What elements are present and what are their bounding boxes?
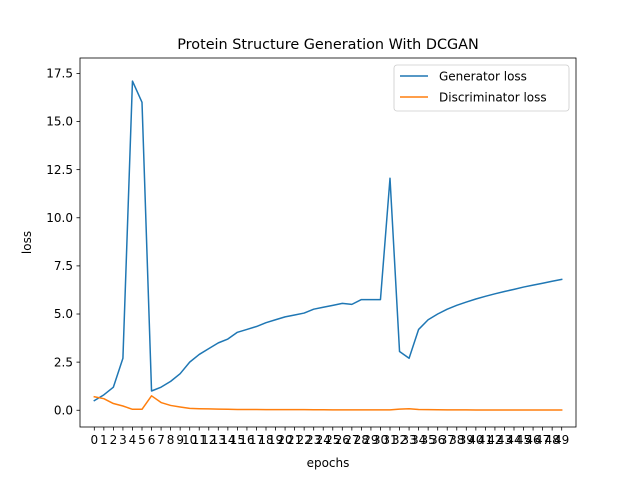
- x-axis-label: epochs: [307, 456, 350, 470]
- series-line-generator-loss: [93, 80, 563, 402]
- x-tick-label: 36: [430, 433, 445, 447]
- chart-title: Protein Structure Generation With DCGAN: [177, 37, 479, 53]
- x-tick-label: 18: [258, 433, 273, 447]
- x-tick-label: 2: [110, 433, 118, 447]
- x-tick-label: 47: [535, 433, 550, 447]
- x-tick-label: 5: [138, 433, 146, 447]
- y-tick-label: 5.0: [54, 307, 73, 321]
- x-tick-label: 35: [421, 433, 436, 447]
- x-axis: 0 1 2 3 4 5 6 7 8 9101112131415161718192021222324…: [90, 427, 569, 447]
- series-line-discriminator-loss: [93, 395, 563, 411]
- x-tick-label: 6: [148, 433, 156, 447]
- x-tick-label: 28: [354, 433, 369, 447]
- x-tick-label: 13: [211, 433, 226, 447]
- y-axis-label: loss: [20, 231, 34, 254]
- x-tick-label: 16: [239, 433, 254, 447]
- x-tick-label: 46: [525, 433, 540, 447]
- x-tick-label: 19: [268, 433, 283, 447]
- y-tick-label: 15.0: [46, 115, 73, 129]
- x-tick-label: 33: [401, 433, 416, 447]
- x-tick-label: 41: [478, 433, 493, 447]
- y-tick-label: 10.0: [46, 211, 73, 225]
- x-tick-label: 42: [487, 433, 502, 447]
- legend: Generator loss Discriminator loss: [393, 64, 570, 112]
- legend-label: Generator loss: [439, 69, 527, 83]
- x-tick-label: 25: [325, 433, 340, 447]
- legend-label: Discriminator loss: [439, 90, 547, 104]
- plot-frame: [79, 57, 577, 428]
- x-tick-label: 12: [201, 433, 216, 447]
- x-tick-label: 34: [411, 433, 426, 447]
- x-tick-label: 9: [176, 433, 184, 447]
- x-tick-label: 37: [440, 433, 455, 447]
- x-tick-label: 21: [287, 433, 302, 447]
- legend-box: [393, 64, 570, 112]
- x-tick-label: 39: [459, 433, 474, 447]
- x-tick-label: 10: [182, 433, 197, 447]
- x-tick-label: 29: [363, 433, 378, 447]
- y-tick-label: 12.5: [46, 163, 73, 177]
- x-tick-label: 4: [129, 433, 137, 447]
- plot-area: [93, 80, 563, 411]
- x-tick-label: 0: [90, 433, 98, 447]
- y-tick-label: 2.5: [54, 355, 73, 369]
- x-tick-label: 1: [100, 433, 108, 447]
- x-tick-label: 15: [230, 433, 245, 447]
- x-tick-label: 44: [506, 433, 521, 447]
- x-tick-label: 30: [373, 433, 388, 447]
- x-tick-label: 48: [545, 433, 560, 447]
- x-tick-label: 20: [277, 433, 292, 447]
- x-tick-label: 40: [468, 433, 483, 447]
- x-tick-label: 43: [497, 433, 512, 447]
- y-axis: 0.0 2.5 5.0 7.5 10.0 12.5 15.0 17.5: [46, 67, 80, 417]
- x-tick-label: 45: [516, 433, 531, 447]
- x-tick-label: 3: [119, 433, 127, 447]
- x-tick-label: 7: [157, 433, 165, 447]
- y-tick-label: 17.5: [46, 67, 73, 81]
- x-tick-label: 17: [249, 433, 264, 447]
- x-tick-label: 11: [192, 433, 207, 447]
- x-tick-label: 8: [167, 433, 175, 447]
- y-tick-label: 0.0: [54, 403, 73, 417]
- x-tick-label: 26: [335, 433, 350, 447]
- x-tick-label: 22: [297, 433, 312, 447]
- x-tick-label: 32: [392, 433, 407, 447]
- x-tick-label: 31: [382, 433, 397, 447]
- x-tick-label: 49: [554, 433, 569, 447]
- x-tick-label: 24: [316, 433, 331, 447]
- y-tick-label: 7.5: [54, 259, 73, 273]
- x-tick-label: 23: [306, 433, 321, 447]
- x-tick-label: 27: [344, 433, 359, 447]
- x-tick-label: 14: [220, 433, 235, 447]
- x-tick-label: 38: [449, 433, 464, 447]
